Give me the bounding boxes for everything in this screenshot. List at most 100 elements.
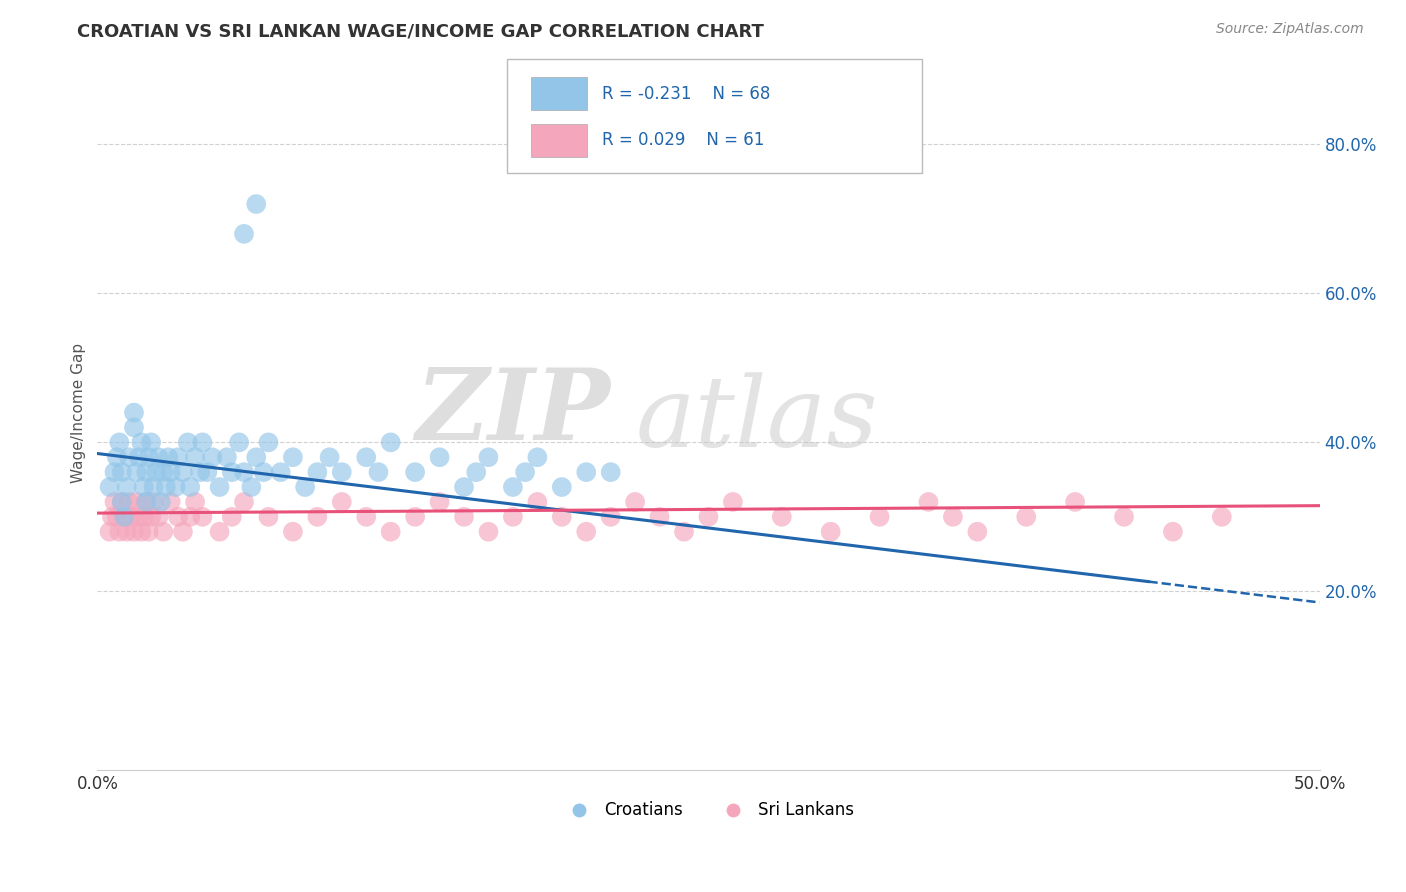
Point bbox=[240, 480, 263, 494]
Point bbox=[138, 450, 160, 465]
Point bbox=[122, 406, 145, 420]
Point bbox=[167, 450, 190, 465]
Point bbox=[502, 480, 524, 494]
Point bbox=[221, 465, 243, 479]
Point bbox=[112, 509, 135, 524]
Point bbox=[465, 465, 488, 479]
Point bbox=[132, 509, 155, 524]
Point bbox=[139, 435, 162, 450]
Point bbox=[142, 480, 165, 494]
Point bbox=[118, 450, 141, 465]
Point bbox=[135, 465, 157, 479]
Point bbox=[103, 465, 125, 479]
Point bbox=[105, 450, 128, 465]
Point bbox=[917, 495, 939, 509]
Point bbox=[330, 495, 353, 509]
Point bbox=[138, 524, 160, 539]
Point bbox=[1015, 509, 1038, 524]
Point bbox=[122, 420, 145, 434]
Point bbox=[245, 450, 267, 465]
Point bbox=[330, 465, 353, 479]
Point bbox=[111, 495, 134, 509]
Point bbox=[135, 495, 157, 509]
Point bbox=[98, 480, 121, 494]
Point bbox=[142, 495, 165, 509]
Point bbox=[697, 509, 720, 524]
Point bbox=[132, 480, 155, 494]
Legend: Croatians, Sri Lankans: Croatians, Sri Lankans bbox=[557, 795, 860, 826]
Point bbox=[111, 495, 134, 509]
Point bbox=[115, 524, 138, 539]
Point bbox=[101, 509, 124, 524]
Point bbox=[429, 450, 451, 465]
Point bbox=[869, 509, 891, 524]
Point bbox=[354, 509, 377, 524]
Point bbox=[252, 465, 274, 479]
Point bbox=[624, 495, 647, 509]
Point bbox=[148, 450, 170, 465]
Point bbox=[115, 480, 138, 494]
Point bbox=[152, 465, 174, 479]
Point bbox=[228, 435, 250, 450]
Point bbox=[770, 509, 793, 524]
Text: Source: ZipAtlas.com: Source: ZipAtlas.com bbox=[1216, 22, 1364, 37]
Point bbox=[184, 450, 207, 465]
Point bbox=[108, 435, 131, 450]
Point bbox=[245, 197, 267, 211]
Point bbox=[257, 509, 280, 524]
Point bbox=[354, 450, 377, 465]
Point bbox=[453, 480, 475, 494]
Point bbox=[172, 524, 194, 539]
Point bbox=[820, 524, 842, 539]
Point bbox=[233, 227, 256, 241]
Point bbox=[294, 480, 316, 494]
Point bbox=[551, 480, 574, 494]
Point bbox=[139, 509, 162, 524]
Point bbox=[128, 450, 150, 465]
Point bbox=[599, 465, 621, 479]
Point bbox=[1211, 509, 1233, 524]
Point bbox=[233, 495, 256, 509]
Point bbox=[167, 509, 190, 524]
Point bbox=[128, 509, 150, 524]
Point bbox=[270, 465, 292, 479]
Point bbox=[1112, 509, 1135, 524]
Point bbox=[125, 465, 148, 479]
Point bbox=[942, 509, 965, 524]
Point bbox=[307, 509, 329, 524]
Point bbox=[121, 509, 143, 524]
Point bbox=[648, 509, 671, 524]
Point bbox=[551, 509, 574, 524]
FancyBboxPatch shape bbox=[531, 78, 588, 111]
Point bbox=[208, 480, 231, 494]
Point bbox=[195, 465, 218, 479]
Point bbox=[281, 524, 304, 539]
Point bbox=[145, 465, 167, 479]
Point bbox=[152, 524, 174, 539]
Point bbox=[172, 465, 194, 479]
Point bbox=[307, 465, 329, 479]
Point bbox=[157, 450, 180, 465]
Point bbox=[513, 465, 536, 479]
Text: R = -0.231    N = 68: R = -0.231 N = 68 bbox=[602, 85, 770, 103]
Point bbox=[111, 465, 134, 479]
Y-axis label: Wage/Income Gap: Wage/Income Gap bbox=[72, 343, 86, 483]
Point bbox=[477, 450, 499, 465]
FancyBboxPatch shape bbox=[506, 59, 922, 173]
Point bbox=[208, 524, 231, 539]
Text: ZIP: ZIP bbox=[416, 364, 610, 461]
Point bbox=[221, 509, 243, 524]
Point bbox=[575, 465, 598, 479]
Point bbox=[188, 465, 211, 479]
Point bbox=[404, 509, 426, 524]
Point bbox=[1064, 495, 1087, 509]
Point bbox=[380, 435, 402, 450]
Point bbox=[108, 524, 131, 539]
Point bbox=[721, 495, 744, 509]
Point bbox=[125, 495, 148, 509]
Point bbox=[131, 435, 153, 450]
Point bbox=[599, 509, 621, 524]
Point bbox=[966, 524, 988, 539]
Point bbox=[159, 465, 181, 479]
Point bbox=[191, 435, 214, 450]
